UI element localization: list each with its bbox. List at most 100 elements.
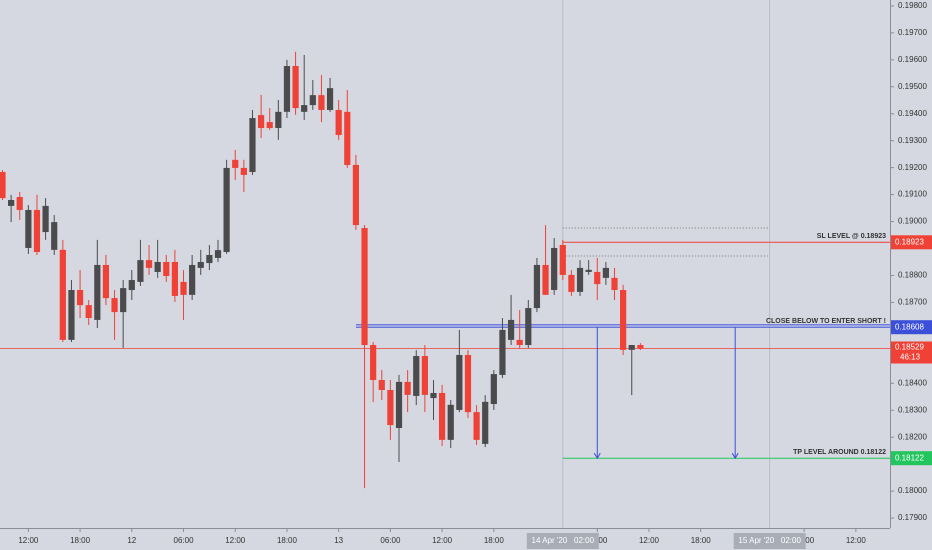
candle-body xyxy=(421,356,428,395)
candle-body xyxy=(404,381,411,395)
y-tick-label: 0.17900 xyxy=(898,513,927,522)
x-tick-label: 12:00 xyxy=(639,536,660,545)
candle-body xyxy=(76,290,84,306)
candle-body xyxy=(94,264,101,320)
candle-body xyxy=(171,261,178,296)
candle-body xyxy=(559,244,566,275)
candle-body xyxy=(145,260,153,268)
candle-body xyxy=(464,354,472,413)
candle-body xyxy=(439,392,446,440)
arrow-head xyxy=(731,452,739,460)
candle-body xyxy=(318,95,325,110)
candle-body xyxy=(275,111,282,129)
candle-body xyxy=(387,390,394,426)
candle-body xyxy=(456,354,463,410)
level-price-label: 0.18122 xyxy=(895,453,924,462)
candle-body xyxy=(42,205,49,233)
candle-body xyxy=(370,344,377,381)
date-marker-box xyxy=(733,533,806,549)
candle-body xyxy=(309,95,316,106)
candle-body xyxy=(576,267,584,292)
level-annotation: TP LEVEL AROUND 0.18122 xyxy=(793,449,886,456)
y-tick-label: 0.19700 xyxy=(898,28,927,37)
level-price-box xyxy=(891,320,932,335)
x-tick-label: 18:00 xyxy=(484,536,505,545)
date-marker-label: 15 Apr '20 02:00 xyxy=(738,536,801,545)
level-annotation: SL LEVEL @ 0.18923 xyxy=(817,233,886,240)
candle-body xyxy=(249,118,256,172)
candle-body xyxy=(482,401,489,444)
y-tick-label: 0.18300 xyxy=(898,405,927,414)
candle-body xyxy=(430,392,437,399)
candle-body xyxy=(120,288,127,313)
y-tick-label: 0.19800 xyxy=(898,1,927,10)
level-annotation: CLOSE BELOW TO ENTER SHORT ! xyxy=(766,318,886,325)
last-price-box xyxy=(891,341,932,364)
y-tick-label: 0.18000 xyxy=(898,486,927,495)
candle-body xyxy=(128,280,135,291)
x-tick-label: 06:00 xyxy=(380,536,401,545)
candle-body xyxy=(8,199,15,206)
candle-body xyxy=(68,290,75,340)
candle-body xyxy=(447,404,454,440)
candle-body xyxy=(0,171,6,199)
y-tick-label: 0.18800 xyxy=(898,271,927,280)
x-tick-label: 18:00 xyxy=(691,536,712,545)
y-tick-label: 0.18200 xyxy=(898,432,927,441)
candle-body xyxy=(395,381,403,429)
candle-body xyxy=(59,249,66,340)
candle-body xyxy=(507,319,515,340)
candle-body xyxy=(602,267,609,278)
candle-body xyxy=(499,329,506,375)
candle-body xyxy=(594,271,601,285)
candle-body xyxy=(568,274,575,292)
x-tick-label: 06:00 xyxy=(174,536,195,545)
candle-body xyxy=(352,164,360,226)
y-tick-label: 0.18400 xyxy=(898,378,927,387)
candle-body xyxy=(102,264,110,299)
x-tick-label: 12 xyxy=(127,536,136,545)
candle-body xyxy=(25,209,32,248)
x-tick-label: 18:00 xyxy=(70,536,91,545)
candle-body xyxy=(223,167,230,253)
candle-body xyxy=(628,344,635,350)
candle-body xyxy=(197,261,204,268)
candle-body xyxy=(542,264,549,295)
y-tick-label: 0.19600 xyxy=(898,55,927,64)
candle-body xyxy=(301,105,308,112)
candle-body xyxy=(335,109,342,136)
candle-body xyxy=(283,66,291,112)
x-tick-label: 12:00 xyxy=(225,536,246,545)
y-tick-label: 0.19100 xyxy=(898,190,927,199)
y-tick-label: 0.19000 xyxy=(898,217,927,226)
x-tick-label: 12:00 xyxy=(846,536,867,545)
candle-body xyxy=(525,308,532,345)
candle-body xyxy=(533,264,541,309)
x-tick-label: 12:00 xyxy=(18,536,39,545)
candle-body xyxy=(257,115,265,129)
candle-body xyxy=(214,250,222,258)
level-price-label: 0.18608 xyxy=(895,322,924,331)
candle-body xyxy=(516,339,523,345)
candle-body xyxy=(51,222,58,250)
date-marker-label: 14 Apr '20 02:00 xyxy=(532,536,595,545)
date-marker-box xyxy=(526,533,599,549)
candle-body xyxy=(180,281,187,295)
candle-body xyxy=(620,290,627,350)
candle-body xyxy=(16,197,23,210)
x-tick-label: 18:00 xyxy=(277,536,298,545)
candle-body xyxy=(163,261,170,276)
candle-body xyxy=(240,167,247,175)
last-price-label: 0.18529 xyxy=(895,343,924,352)
candle-body xyxy=(189,264,196,295)
candle-body xyxy=(33,209,41,253)
candle-body xyxy=(473,412,480,440)
candle-body xyxy=(344,111,351,165)
x-tick-label: 13 xyxy=(334,536,343,545)
candle-body xyxy=(611,277,618,291)
candle-body xyxy=(551,247,558,291)
x-tick-label: 12:00 xyxy=(432,536,453,545)
candle-body xyxy=(378,380,385,391)
candle-body xyxy=(292,66,299,109)
candle-body xyxy=(585,269,592,272)
